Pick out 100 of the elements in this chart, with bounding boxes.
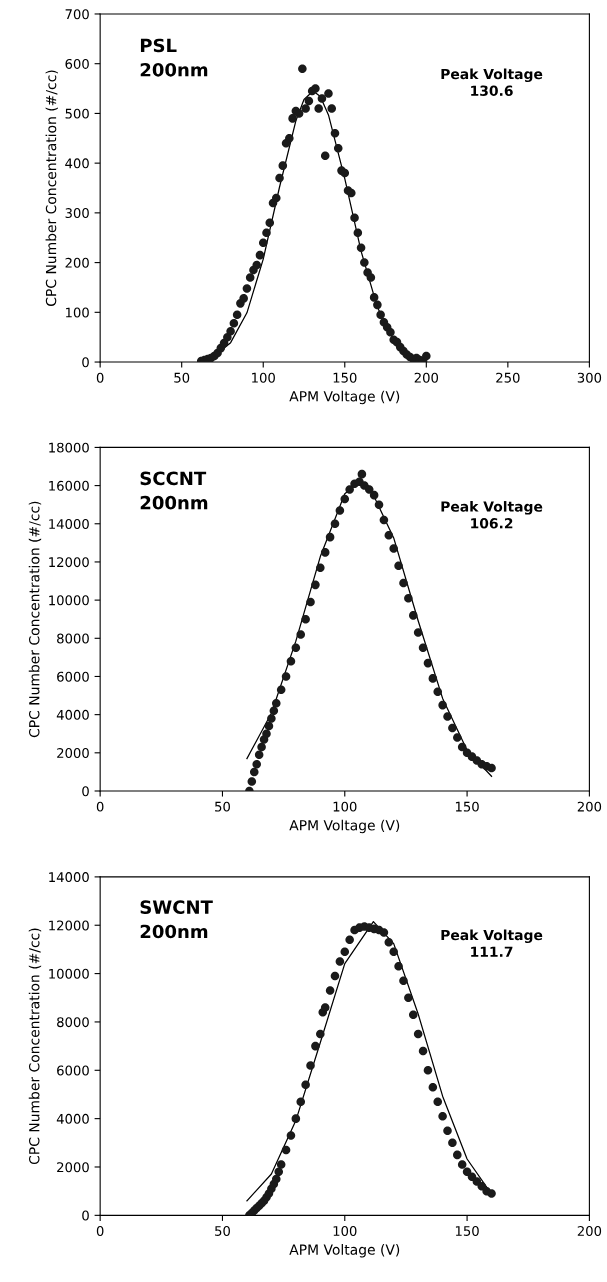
x-tick-label: 200 <box>577 801 602 812</box>
point <box>404 993 413 1003</box>
point <box>423 1066 433 1075</box>
point <box>438 700 447 710</box>
point <box>369 490 379 500</box>
point <box>272 698 281 708</box>
point <box>389 947 398 957</box>
point <box>408 611 418 620</box>
point <box>320 548 330 557</box>
x-axis-title: APM Voltage (V) <box>289 1244 400 1258</box>
y-axis-title: CPC Number Concentration (#/cc) <box>45 70 58 306</box>
point <box>404 593 413 603</box>
point <box>453 1150 462 1160</box>
point <box>335 957 345 966</box>
y-axis-title: CPC Number Concentration (#/cc) <box>28 928 42 1165</box>
point <box>394 561 403 571</box>
x-tick-label: 200 <box>577 1225 602 1236</box>
point <box>399 578 408 588</box>
y-tick-label: 300 <box>65 208 89 219</box>
point <box>311 1041 320 1051</box>
point <box>457 742 467 752</box>
point <box>384 530 394 540</box>
point <box>281 672 291 681</box>
y-tick-label: 2000 <box>57 1162 89 1173</box>
point <box>467 1172 477 1181</box>
y-tick-label: 14000 <box>49 872 89 883</box>
point <box>335 506 345 515</box>
point <box>428 1082 438 1092</box>
point <box>472 1177 482 1186</box>
point <box>330 519 340 529</box>
point <box>269 706 279 716</box>
point <box>448 723 457 733</box>
point <box>453 733 462 742</box>
point <box>433 687 443 697</box>
point <box>325 986 335 995</box>
point <box>379 515 389 525</box>
x-tick-label: 0 <box>96 1225 104 1236</box>
point <box>276 685 286 695</box>
y-tick-label: 500 <box>65 108 89 119</box>
point <box>291 643 301 653</box>
point <box>413 1029 423 1039</box>
point <box>306 597 315 607</box>
x-tick-label: 100 <box>333 801 357 812</box>
x-tick-label: 50 <box>215 1225 230 1236</box>
point <box>345 935 354 945</box>
point <box>357 469 367 479</box>
point <box>291 1114 301 1123</box>
point <box>252 759 261 769</box>
point <box>296 630 306 639</box>
point <box>247 777 257 786</box>
y-tick-label: 600 <box>65 58 89 69</box>
point <box>340 947 350 957</box>
x-tick-label: 100 <box>333 1225 357 1236</box>
point <box>301 1080 310 1090</box>
annotation: Peak Voltage 130.6 <box>441 68 543 96</box>
y-tick-label: 4000 <box>56 709 89 720</box>
point <box>399 976 408 986</box>
point <box>394 962 403 971</box>
point <box>325 532 335 542</box>
y-tick-label: 100 <box>66 307 89 318</box>
point <box>286 656 296 666</box>
point <box>408 1010 418 1019</box>
point <box>448 1138 457 1148</box>
point <box>364 485 374 494</box>
point <box>276 1160 286 1169</box>
annotation: Peak Voltage 111.7 <box>441 929 543 957</box>
point <box>254 750 264 760</box>
point <box>274 1167 284 1177</box>
x-tick-label: 150 <box>455 1225 479 1236</box>
point <box>374 500 384 509</box>
point <box>249 767 259 777</box>
y-tick-label: 6000 <box>57 1065 89 1076</box>
point <box>320 1003 330 1012</box>
y-tick-label: 400 <box>65 158 89 169</box>
point <box>384 937 394 947</box>
point <box>264 721 274 731</box>
annotation: PSL 200nm <box>140 38 208 77</box>
point <box>379 928 389 937</box>
y-tick-label: 10000 <box>49 968 89 979</box>
y-tick-label: 18000 <box>49 442 89 453</box>
point <box>457 1160 467 1169</box>
point <box>306 1061 315 1070</box>
x-tick-label: 250 <box>496 372 520 383</box>
point <box>296 1097 306 1106</box>
point <box>418 643 428 653</box>
point <box>262 729 271 739</box>
point <box>443 1126 452 1135</box>
y-tick-label: 8000 <box>57 1017 89 1028</box>
y-tick-label: 700 <box>65 9 89 20</box>
annotation: Peak Voltage 106.2 <box>441 501 543 529</box>
point <box>418 1046 428 1056</box>
x-tick-label: 50 <box>174 372 190 383</box>
y-tick-label: 10000 <box>49 595 89 606</box>
point <box>389 544 398 553</box>
point <box>272 1174 281 1184</box>
x-axis-title: APM Voltage (V) <box>289 390 400 405</box>
x-tick-label: 150 <box>333 372 357 383</box>
point <box>487 1189 496 1198</box>
point <box>311 580 320 590</box>
annotation: SWCNT 200nm <box>140 900 213 939</box>
